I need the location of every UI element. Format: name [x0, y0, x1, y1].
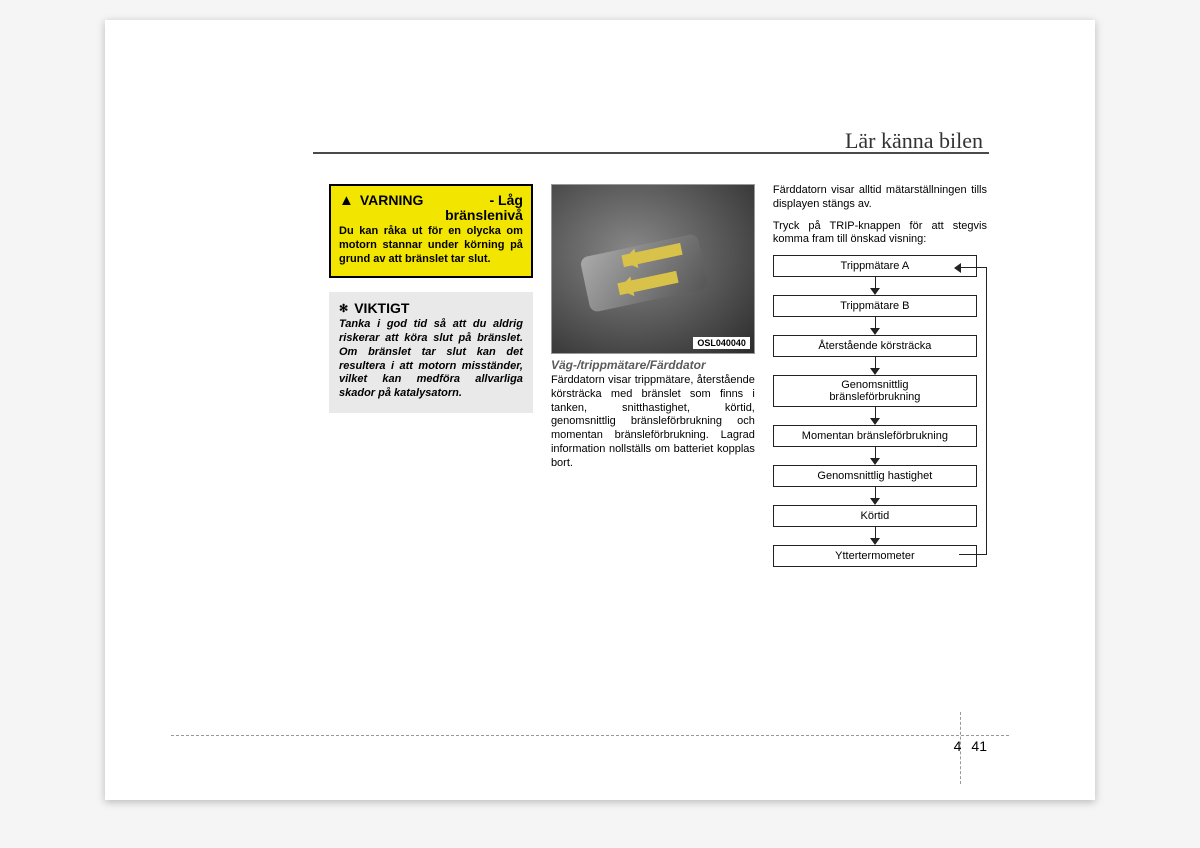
- flow-loop-line: [986, 267, 987, 555]
- flow-arrow: [773, 527, 977, 545]
- important-heading-row: ✻ VIKTIGT: [339, 300, 523, 316]
- column-left: ▲ VARNING - Låg bränslenivå Du kan råka …: [329, 184, 533, 567]
- flow-arrow: [773, 317, 977, 335]
- illustration-photo: OSL040040: [551, 184, 755, 354]
- column-middle: OSL040040 Väg-/trippmätare/Färddator Fär…: [551, 184, 755, 567]
- important-body: Tanka i god tid så att du aldrig riskera…: [339, 318, 523, 401]
- warning-body: Du kan råka ut för en olycka om motorn s…: [339, 225, 523, 266]
- footer-dashed-line: [171, 735, 1009, 736]
- page-title: Lär känna bilen: [845, 128, 983, 154]
- chapter-number: 4: [954, 738, 962, 754]
- manual-page: Lär känna bilen ▲ VARNING - Låg bränslen…: [105, 20, 1095, 800]
- photo-caption: Väg-/trippmätare/Färddator: [551, 358, 755, 372]
- warning-sub-1: - Låg: [429, 192, 523, 208]
- important-box: ✻ VIKTIGT Tanka i god tid så att du aldr…: [329, 292, 533, 413]
- flow-arrow: [773, 447, 977, 465]
- column-right: Färddatorn visar alltid mätarställningen…: [773, 184, 987, 567]
- flow-arrow: [773, 487, 977, 505]
- important-heading: VIKTIGT: [354, 300, 409, 316]
- warning-box: ▲ VARNING - Låg bränslenivå Du kan råka …: [329, 184, 533, 278]
- right-intro-2: Tryck på TRIP-knappen för att stegvis ko…: [773, 220, 987, 248]
- flowchart: Trippmätare A Trippmätare B Återstående …: [773, 255, 987, 567]
- important-icon: ✻: [339, 302, 348, 315]
- content-columns: ▲ VARNING - Låg bränslenivå Du kan råka …: [329, 184, 987, 567]
- right-intro-1: Färddatorn visar alltid mätarställningen…: [773, 184, 987, 212]
- flow-arrow: [773, 277, 977, 295]
- flow-arrow: [773, 407, 977, 425]
- photo-description: Färddatorn visar trippmätare, återståend…: [551, 374, 755, 470]
- page-number: 4 41: [954, 738, 987, 754]
- flow-loop-arrowhead-icon: [949, 263, 961, 273]
- flow-item-0: Trippmätare A: [773, 255, 977, 277]
- steering-stalk: [579, 233, 708, 313]
- page-number-value: 41: [971, 738, 987, 754]
- warning-icon: ▲: [339, 192, 354, 209]
- warning-heading: VARNING: [360, 192, 424, 208]
- flow-arrow: [773, 357, 977, 375]
- photo-code: OSL040040: [693, 337, 750, 349]
- header-divider: [313, 152, 989, 154]
- warning-sub-2: bränslenivå: [339, 207, 523, 223]
